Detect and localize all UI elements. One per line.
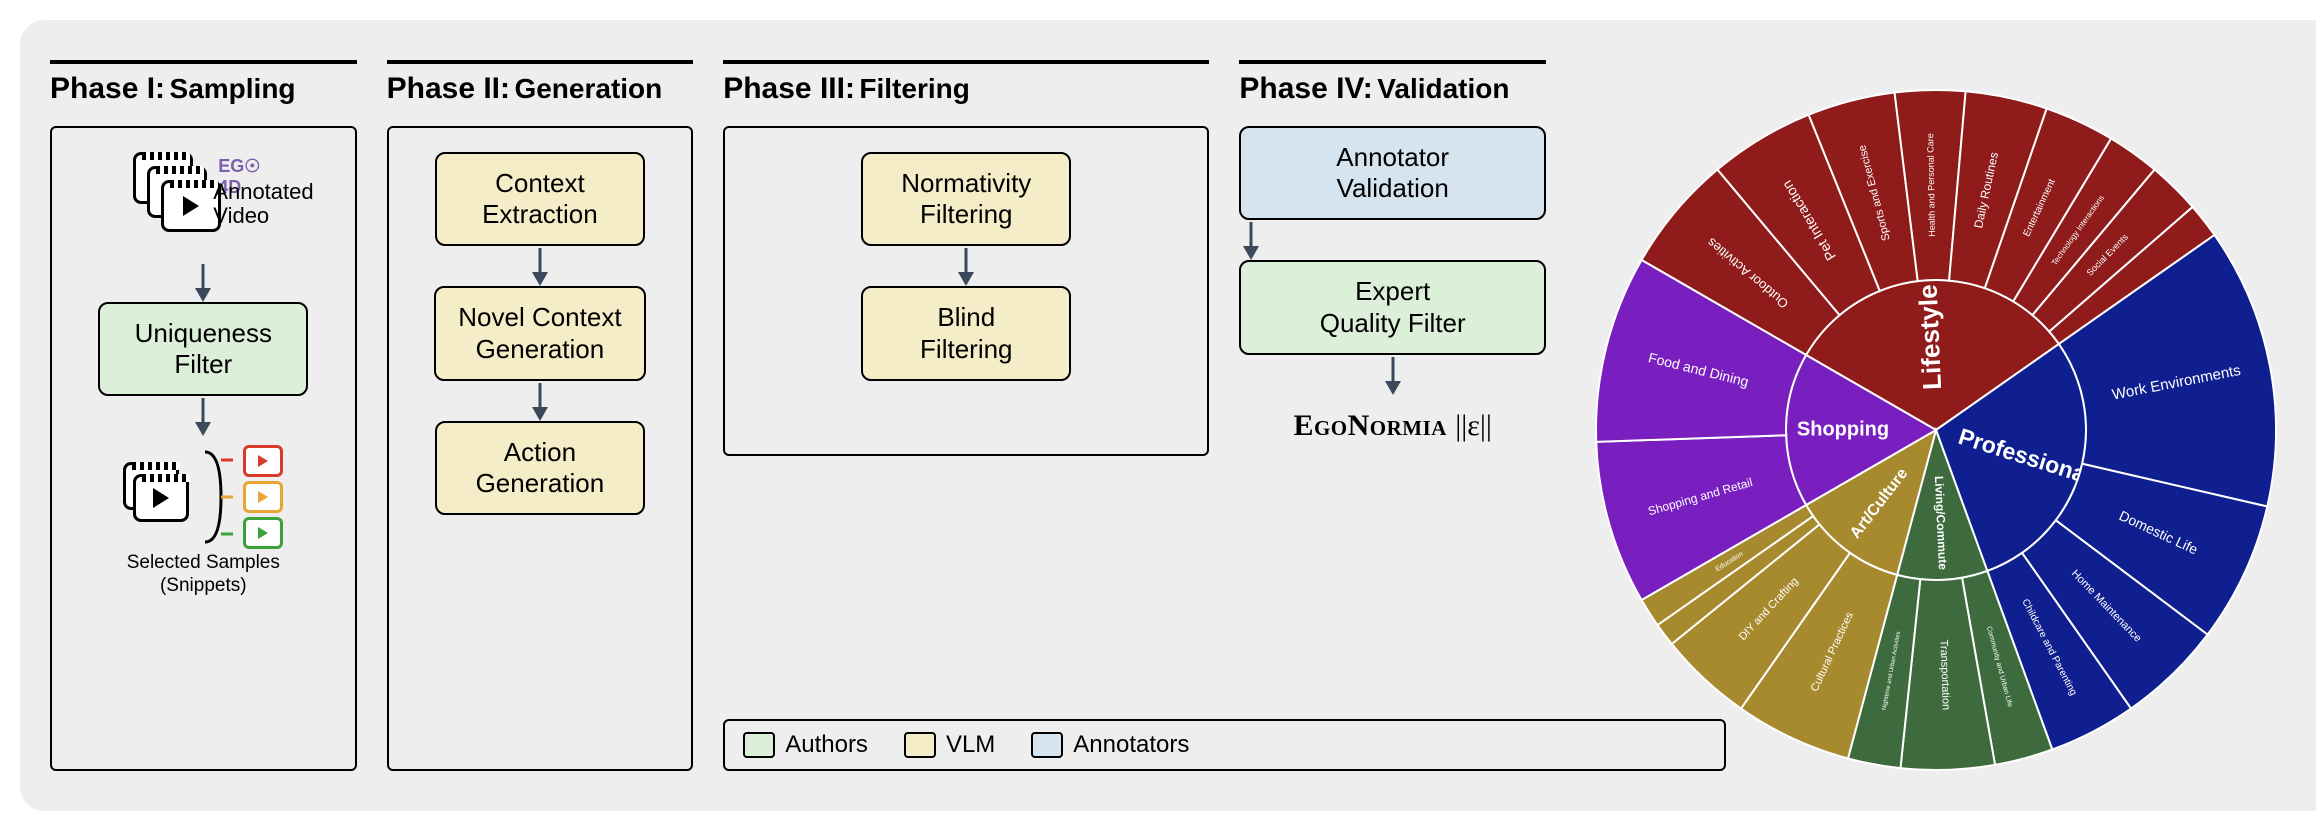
legend-swatch [904,732,936,758]
sunburst-label: Lifestyle [1913,284,1948,391]
legend-label: VLM [946,731,995,759]
sunburst-label: Health and Personal Care [1925,133,1937,237]
phase-4-subtitle: Validation [1377,73,1509,104]
arrow-icon [528,381,552,421]
phase-2-body: ContextExtraction Novel ContextGeneratio… [387,126,694,771]
egonormia-label: EgoNormia ||ε|| [1239,409,1546,443]
context-extraction-box: ContextExtraction [435,152,645,246]
phase-2-subtitle: Generation [514,73,662,104]
arrow-icon [528,246,552,286]
normativity-filtering-box: NormativityFiltering [861,152,1071,246]
phase-1: Phase I: Sampling EG☉ 4D AnnotatedVideo … [50,60,357,771]
phase-3-title: Phase III: [723,72,855,105]
expert-quality-filter-box: ExpertQuality Filter [1239,260,1546,354]
arrow-icon [954,246,978,286]
snippet-red-icon [243,445,283,477]
sunburst-label: Shopping [1797,418,1889,440]
legend-label: Authors [785,731,868,759]
blind-filtering-box: BlindFiltering [861,286,1071,380]
phase-3: Phase III: Filtering NormativityFilterin… [723,60,1209,771]
arrow-icon [1381,355,1405,395]
figure-canvas: Phase I: Sampling EG☉ 4D AnnotatedVideo … [20,20,2316,811]
arrow-icon [191,262,215,302]
phase-2-title: Phase II: [387,72,510,105]
phase-4-body: AnnotatorValidation ExpertQuality Filter [1239,126,1546,355]
legend-swatch [1031,732,1063,758]
selected-samples-label: Selected Samples(Snippets) [127,552,280,598]
snippet-orange-icon [243,481,283,513]
legend-label: Annotators [1073,731,1189,759]
legend-item: Authors [725,721,886,769]
phase-1-body: EG☉ 4D AnnotatedVideo UniquenessFilter [50,126,357,771]
phases-row: Phase I: Sampling EG☉ 4D AnnotatedVideo … [50,60,1546,771]
phase-1-subtitle: Sampling [170,73,296,104]
phase-3-subtitle: Filtering [859,73,969,104]
phase-1-header: Phase I: Sampling [50,60,357,106]
legend-item: VLM [886,721,1013,769]
phase-2: Phase II: Generation ContextExtraction N… [387,60,694,771]
bracket-icon [203,442,233,552]
legend-swatch [743,732,775,758]
phase-4: Phase IV: Validation AnnotatorValidation… [1239,60,1546,771]
arrow-icon [1239,220,1263,260]
novel-context-box: Novel ContextGeneration [434,286,645,380]
snippet-icons [243,445,283,549]
phase-2-header: Phase II: Generation [387,60,694,106]
snippet-green-icon [243,517,283,549]
sunburst-label: Transportation [1937,639,1951,710]
uniqueness-filter-box: UniquenessFilter [98,302,308,396]
annotated-video-icon: EG☉ 4D AnnotatedVideo [133,152,273,262]
phase-4-header: Phase IV: Validation [1239,60,1546,106]
phase-4-title: Phase IV: [1239,72,1372,105]
annotator-validation-box: AnnotatorValidation [1239,126,1546,220]
annotated-video-label: AnnotatedVideo [213,180,313,228]
phase-1-title: Phase I: [50,72,165,105]
arrow-icon [191,396,215,436]
action-generation-box: ActionGeneration [435,421,645,515]
legend-item: Annotators [1013,721,1207,769]
selected-samples [123,442,283,552]
phase-3-body: NormativityFiltering BlindFiltering [723,126,1209,456]
phase-3-header: Phase III: Filtering [723,60,1209,106]
sunburst-chart: LifestyleProfessionalLiving/CommuteArt/C… [1566,60,2306,800]
